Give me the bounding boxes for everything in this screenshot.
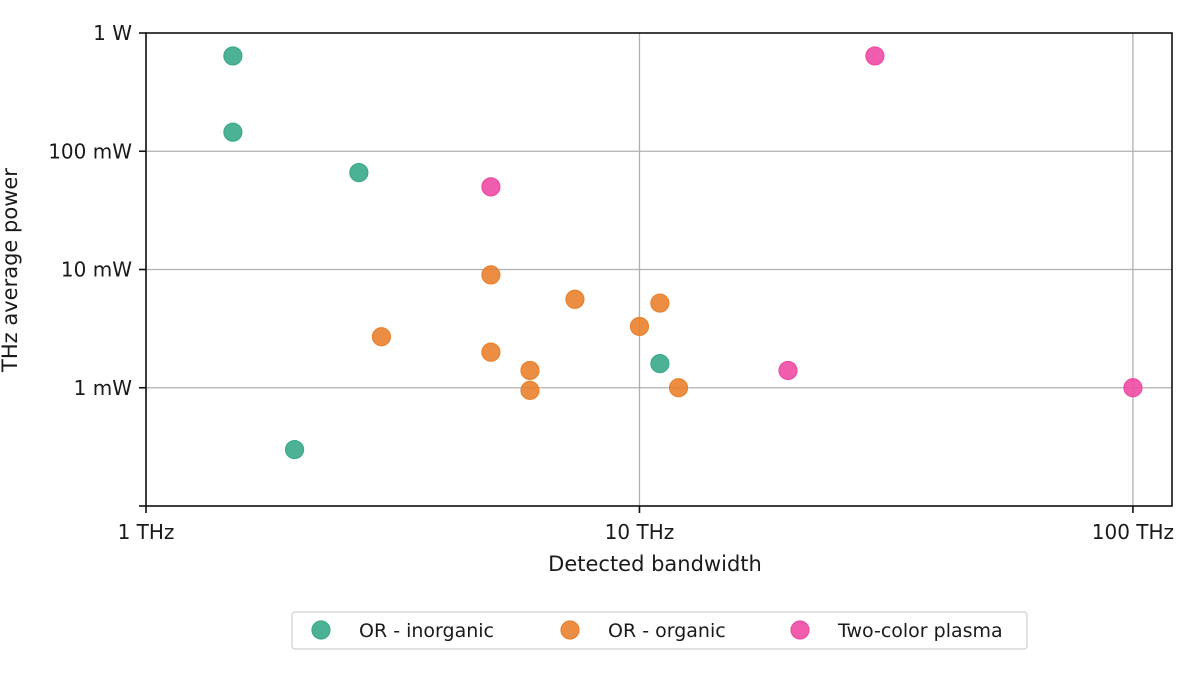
legend-label: Two-color plasma [837,620,1003,642]
y-tick-label: 10 mW [61,258,132,282]
data-point [223,122,243,142]
x-tick-label: 1 THz [118,520,175,544]
x-tick-label: 10 THz [605,520,675,544]
y-axis-label: THz average power [0,168,22,373]
y-tick-label: 100 mW [48,139,132,163]
data-point [481,342,501,362]
data-point [284,439,305,460]
data-point [629,316,650,337]
data-points [223,46,1143,460]
data-point [520,380,540,400]
data-point [520,360,540,381]
series-2 [481,46,1143,398]
y-tick-label: 1 W [93,21,132,45]
y-tick-label: 1 mW [74,376,133,400]
axis-ticks: 1 THz 10 THz 100 THz 1 mW 10 mW 100 mW 1 W [48,21,1174,544]
series-1 [371,265,689,400]
data-point [650,293,670,313]
data-point [650,354,670,374]
x-tick-label: 100 THz [1092,520,1174,544]
data-point [1123,378,1143,398]
data-point [778,360,798,381]
legend-marker [311,620,331,640]
data-point [865,46,885,66]
legend-label: OR - organic [608,620,726,642]
data-point [349,162,369,183]
data-point [481,265,501,285]
grid-lines [145,33,1172,506]
legend: OR - inorganic OR - organic Two-color plas… [291,611,1028,650]
legend-marker [790,620,810,640]
data-point [481,177,501,197]
data-point [668,378,689,398]
legend-label: OR - inorganic [359,620,494,642]
data-point [371,327,392,347]
legend-frame [291,611,1028,650]
data-point [565,289,585,309]
legend-marker [560,620,580,640]
data-point [223,46,243,66]
series-0 [223,46,670,460]
x-axis-label: Detected bandwidth [548,552,762,576]
